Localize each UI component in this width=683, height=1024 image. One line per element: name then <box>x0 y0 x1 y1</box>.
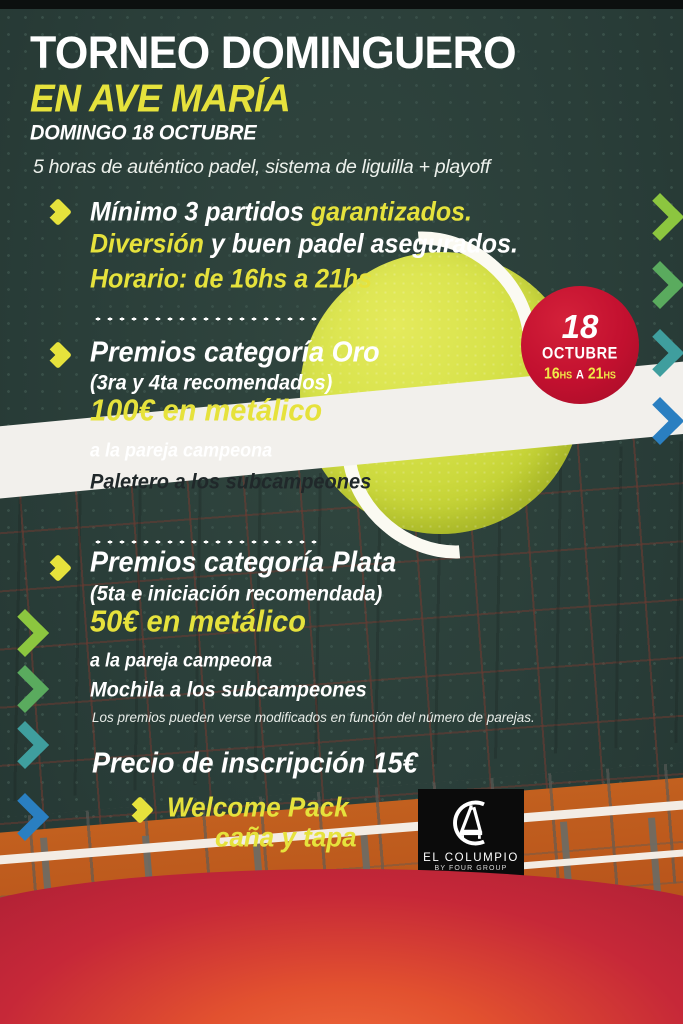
dotted-divider-1 <box>92 316 322 322</box>
block-2-prize: 100€ en metálico <box>90 394 323 428</box>
contact-banner-background <box>0 869 683 1024</box>
date-badge: 18 OCTUBRE 16HS A 21HS <box>521 286 639 404</box>
sponsor-logo-name: EL COLUMPIO <box>423 852 519 864</box>
block-2-runnerup: Paletero a los subcampeones <box>90 470 372 494</box>
prize-disclaimer: Los premios pueden verse modificados en … <box>92 710 535 725</box>
welcome-pack-line-2: caña y tapa <box>215 821 357 853</box>
block-3-prize-note: a la pareja campeona <box>90 649 273 671</box>
block-3-runnerup: Mochila a los subcampeones <box>90 678 367 702</box>
block-1-line-2: Diversión y buen padel asegurados. <box>90 229 518 260</box>
block-2-title: Premios categoría Oro <box>90 336 380 368</box>
text-run: Mínimo 3 partidos <box>90 197 311 227</box>
dotted-divider-2 <box>92 539 322 545</box>
swing-in-c-icon <box>453 800 485 846</box>
block-2-prize-note: a la pareja campeona <box>90 439 273 461</box>
badge-hours-from-unit: HS <box>559 369 573 381</box>
badge-hours-separator: A <box>576 368 584 382</box>
page-subtitle: EN AVE MARÍA <box>30 76 291 121</box>
welcome-pack-line-1: Welcome Pack <box>167 791 349 823</box>
text-run: de 16hs a 21hs <box>194 264 373 294</box>
badge-day: 18 <box>561 308 599 346</box>
badge-hours-to-unit: HS <box>603 369 616 381</box>
block-3-prize: 50€ en metálico <box>90 605 306 639</box>
page-title: TORNEO DOMINGUERO <box>30 27 517 79</box>
event-date: DOMINGO 18 OCTUBRE <box>30 121 257 145</box>
text-run: Diversión <box>90 229 204 259</box>
block-3-subtitle: (5ta e iniciación recomendada) <box>90 582 383 606</box>
text-run: y buen padel asegurados. <box>203 229 518 259</box>
block-1-line-3: Horario: de 16hs a 21hs <box>90 264 372 295</box>
badge-hours-to: 21 <box>587 363 604 382</box>
block-1-line-1: Mínimo 3 partidos garantizados. <box>90 197 472 228</box>
badge-hours: 16HS A 21HS <box>544 364 616 382</box>
text-run: garantizados. <box>310 197 473 227</box>
block-3-title: Premios categoría Plata <box>90 546 397 578</box>
block-2-subtitle: (3ra y 4ta recomendados) <box>90 371 333 395</box>
badge-month: OCTUBRE <box>542 344 618 363</box>
text-run: Horario: <box>90 264 195 294</box>
entry-price: Precio de inscripción 15€ <box>92 747 418 779</box>
sponsor-logo-tagline: BY FOUR GROUP <box>434 865 508 872</box>
badge-hours-from: 16 <box>544 363 560 382</box>
top-black-strip <box>0 0 683 9</box>
event-tagline: 5 horas de auténtico padel, sistema de l… <box>33 156 491 178</box>
